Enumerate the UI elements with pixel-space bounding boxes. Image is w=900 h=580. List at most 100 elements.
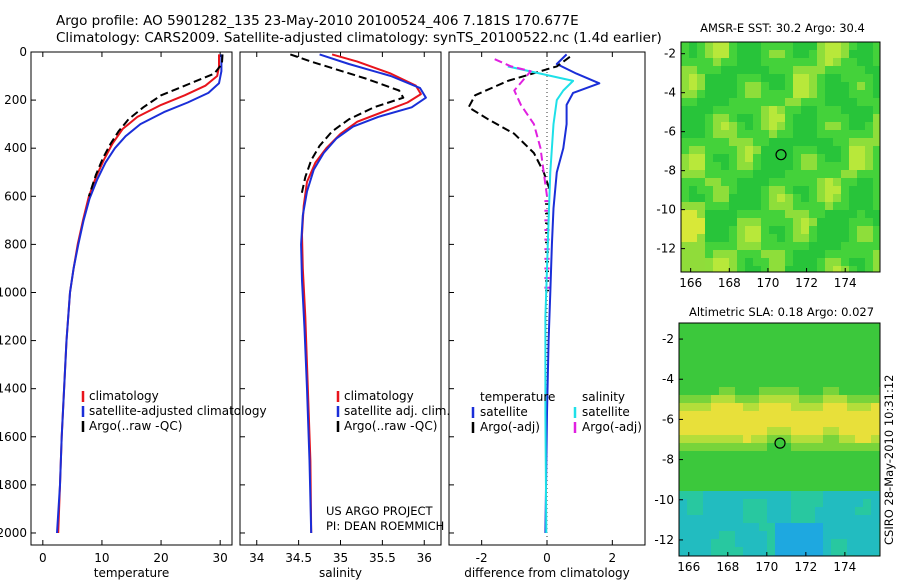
map-cell [833, 266, 841, 272]
pi-credit: PI: DEAN ROEMMICH [326, 519, 444, 533]
map-cell [713, 130, 721, 138]
map-cell [817, 58, 825, 66]
map-cell [687, 427, 695, 435]
map-cell [809, 194, 817, 202]
map-cell [785, 170, 793, 178]
map-cell [745, 194, 753, 202]
map-cell [713, 162, 721, 170]
map-cell [679, 435, 687, 443]
map-cell [705, 42, 713, 50]
map-cell [873, 50, 880, 58]
map-cell [857, 146, 865, 154]
map-cell [761, 106, 769, 114]
temperature-panel: 0 10 20 30020040060080010001200140016001800… [0, 45, 267, 580]
map-cell [713, 170, 721, 178]
map-cell [697, 226, 705, 234]
map-cell [713, 202, 721, 210]
map-cell [801, 66, 809, 74]
map-frame [678, 322, 881, 557]
map-cell [791, 523, 799, 531]
map-cell [833, 50, 841, 58]
map-cell [713, 154, 721, 162]
map-cell [751, 403, 759, 411]
map-cell [721, 170, 729, 178]
map-cell [695, 411, 703, 419]
map-cell [703, 411, 711, 419]
map-cell [775, 387, 783, 395]
legend-title-salinity: salinity [582, 390, 625, 404]
map-cell [825, 186, 833, 194]
map-y-tick-label: -4 [664, 86, 676, 100]
map-cell [775, 363, 783, 371]
map-cell [753, 234, 761, 242]
map-cell [711, 443, 719, 451]
map-cell [783, 331, 791, 339]
map-cell [873, 146, 880, 154]
map-cell [743, 539, 751, 547]
map-cell [857, 210, 865, 218]
map-cell [737, 138, 745, 146]
legend-label: climatology [344, 389, 414, 403]
map-cell [697, 66, 705, 74]
map-cell [863, 395, 871, 403]
map-cell [865, 146, 873, 154]
map-cell [775, 339, 783, 347]
map-cell [751, 499, 759, 507]
map-cell [817, 226, 825, 234]
map-cell [817, 98, 825, 106]
map-cell [849, 258, 857, 266]
map-cell [839, 347, 847, 355]
map-cell [847, 467, 855, 475]
map-cell [873, 58, 880, 66]
map-cell [871, 491, 879, 499]
legend-label: satellite [480, 405, 528, 419]
map-cell [847, 451, 855, 459]
map-cell [807, 395, 815, 403]
map-cell [761, 66, 769, 74]
map-cell [729, 234, 737, 242]
map-cell [727, 451, 735, 459]
map-cell [737, 74, 745, 82]
map-cell [735, 339, 743, 347]
map-cell [777, 114, 785, 122]
map-cell [785, 146, 793, 154]
map-cell [823, 467, 831, 475]
map-cell [857, 218, 865, 226]
map-cell [745, 258, 753, 266]
map-cell [855, 435, 863, 443]
map-cell [809, 258, 817, 266]
map-cell [785, 258, 793, 266]
map-cell [719, 435, 727, 443]
map-cell [719, 387, 727, 395]
map-cell [689, 138, 697, 146]
map-cell [871, 483, 879, 491]
map-cell [737, 114, 745, 122]
project-credit: US ARGO PROJECT [326, 504, 434, 518]
map-cell [681, 242, 689, 250]
map-cell [865, 234, 873, 242]
map-cell [679, 531, 687, 539]
map-cell [873, 266, 880, 272]
map-cell [807, 387, 815, 395]
map-cell [719, 459, 727, 467]
map-cell [817, 122, 825, 130]
map-cell [767, 515, 775, 523]
map-cell [761, 250, 769, 258]
map-cell [703, 499, 711, 507]
map-cell [767, 491, 775, 499]
map-cell [863, 363, 871, 371]
x-tick-label: -2 [476, 551, 488, 565]
map-cell [767, 331, 775, 339]
map-cell [695, 475, 703, 483]
map-cell [745, 130, 753, 138]
map-cell [727, 387, 735, 395]
map-cell [679, 499, 687, 507]
map-cell [775, 491, 783, 499]
map-cell [743, 403, 751, 411]
map-cell [815, 515, 823, 523]
map-cell [863, 379, 871, 387]
map-cell [721, 258, 729, 266]
map-cell [833, 146, 841, 154]
map-cell [777, 98, 785, 106]
map-cell [743, 483, 751, 491]
